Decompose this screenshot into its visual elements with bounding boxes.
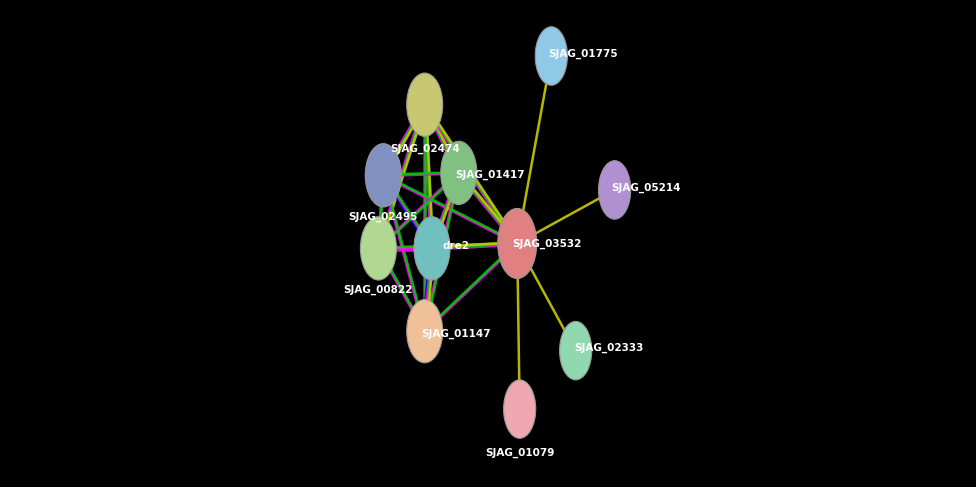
Text: SJAG_02474: SJAG_02474 <box>389 143 460 154</box>
Ellipse shape <box>414 217 450 280</box>
Ellipse shape <box>407 300 443 363</box>
Ellipse shape <box>535 27 567 85</box>
Text: SJAG_00822: SJAG_00822 <box>344 284 413 295</box>
Text: SJAG_02495: SJAG_02495 <box>348 211 418 222</box>
Text: SJAG_05214: SJAG_05214 <box>612 182 681 193</box>
Ellipse shape <box>504 380 536 438</box>
Ellipse shape <box>365 144 401 207</box>
Ellipse shape <box>407 73 443 136</box>
Text: SJAG_01775: SJAG_01775 <box>549 48 618 59</box>
Ellipse shape <box>498 208 537 279</box>
Text: dre2: dre2 <box>443 241 469 251</box>
Ellipse shape <box>441 141 477 205</box>
Ellipse shape <box>360 217 396 280</box>
Text: SJAG_01417: SJAG_01417 <box>456 170 525 181</box>
Text: SJAG_02333: SJAG_02333 <box>574 343 643 354</box>
Ellipse shape <box>559 321 591 380</box>
Text: SJAG_01079: SJAG_01079 <box>485 448 554 458</box>
Ellipse shape <box>598 161 630 219</box>
Text: SJAG_01147: SJAG_01147 <box>422 328 491 339</box>
Text: SJAG_03532: SJAG_03532 <box>511 238 581 249</box>
